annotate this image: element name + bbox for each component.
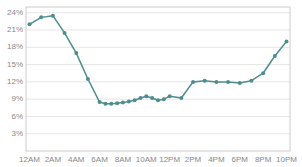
grid-line bbox=[26, 64, 290, 65]
point bbox=[179, 96, 183, 100]
point bbox=[121, 101, 125, 105]
y-tick-label: 9% bbox=[11, 94, 23, 103]
y-axis: 3% 6% 9% 12% 15% 18% 21% 24% bbox=[7, 8, 23, 138]
point bbox=[74, 51, 78, 55]
point bbox=[127, 99, 131, 103]
point bbox=[133, 98, 137, 102]
point bbox=[156, 98, 160, 102]
point bbox=[214, 80, 218, 84]
point bbox=[261, 71, 265, 75]
point bbox=[144, 94, 148, 98]
grid-line bbox=[26, 30, 290, 31]
y-tick-label: 12% bbox=[7, 77, 23, 86]
point bbox=[138, 96, 142, 100]
grid-line bbox=[26, 47, 290, 48]
point bbox=[39, 15, 43, 19]
point bbox=[51, 14, 55, 18]
x-tick-label: 4AM bbox=[68, 155, 85, 164]
point bbox=[109, 102, 113, 106]
line bbox=[30, 16, 287, 104]
y-tick-label: 18% bbox=[7, 42, 23, 51]
point bbox=[203, 79, 207, 83]
x-tick-label: 8PM bbox=[255, 155, 272, 164]
y-tick-label: 6% bbox=[11, 112, 23, 121]
y-tick-label: 24% bbox=[7, 8, 23, 17]
x-tick-label: 12PM bbox=[159, 155, 180, 164]
grid bbox=[26, 13, 290, 134]
x-tick-label: 12AM bbox=[19, 155, 40, 164]
x-tick-label: 10PM bbox=[276, 155, 297, 164]
point bbox=[238, 81, 242, 85]
series bbox=[28, 14, 289, 106]
point bbox=[249, 79, 253, 83]
point bbox=[273, 54, 277, 58]
x-tick-label: 6PM bbox=[232, 155, 249, 164]
x-tick-label: 8AM bbox=[115, 155, 132, 164]
point bbox=[103, 102, 107, 106]
x-tick-label: 4PM bbox=[208, 155, 225, 164]
y-tick-label: 3% bbox=[11, 129, 23, 138]
point bbox=[98, 100, 102, 104]
point bbox=[150, 96, 154, 100]
x-tick-label: 6AM bbox=[91, 155, 108, 164]
point bbox=[191, 80, 195, 84]
grid-line bbox=[26, 133, 290, 134]
x-tick-label: 2AM bbox=[45, 155, 62, 164]
point bbox=[284, 40, 288, 44]
grid-line bbox=[26, 12, 290, 13]
y-tick-label: 21% bbox=[7, 25, 23, 34]
point bbox=[115, 101, 119, 105]
x-tick-label: 2PM bbox=[185, 155, 202, 164]
x-axis: 12AM 2AM 4AM 6AM 8AM 10AM12PM 2PM 4PM 6PM 8PM 10PM bbox=[19, 155, 297, 164]
point bbox=[86, 77, 90, 81]
point bbox=[168, 94, 172, 98]
point bbox=[63, 31, 67, 35]
point bbox=[28, 22, 32, 26]
y-tick-label: 15% bbox=[7, 60, 23, 69]
chart: 3% 6% 9% 12% 15% 18% 21% 24% 12AM 2AM 4AM 6AM 8AM 10A… bbox=[0, 0, 302, 167]
point bbox=[226, 80, 230, 84]
plot-frame bbox=[26, 7, 290, 151]
x-tick-label: 10AM bbox=[136, 155, 157, 164]
point bbox=[162, 97, 166, 101]
grid-line bbox=[26, 116, 290, 117]
